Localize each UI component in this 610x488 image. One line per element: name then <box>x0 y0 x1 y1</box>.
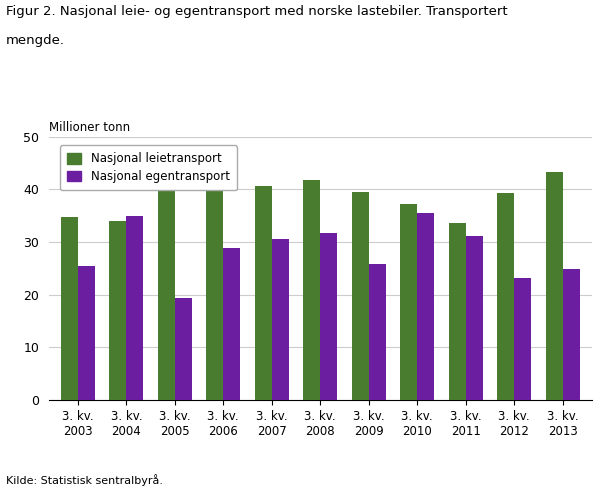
Bar <box>546 172 562 400</box>
Bar <box>497 192 514 400</box>
Bar <box>320 233 337 400</box>
Bar <box>272 240 289 400</box>
Bar <box>562 269 580 400</box>
Bar <box>255 185 272 400</box>
Bar <box>368 264 386 400</box>
Bar <box>158 177 175 400</box>
Bar <box>223 248 240 400</box>
Bar <box>400 204 417 400</box>
Text: Figur 2. Nasjonal leie- og egentransport med norske lastebiler. Transportert: Figur 2. Nasjonal leie- og egentransport… <box>6 5 508 18</box>
Bar <box>465 236 483 400</box>
Bar <box>109 222 126 400</box>
Bar <box>514 279 531 400</box>
Bar <box>303 181 320 400</box>
Legend: Nasjonal leietransport, Nasjonal egentransport: Nasjonal leietransport, Nasjonal egentra… <box>60 145 237 190</box>
Bar <box>61 217 78 400</box>
Bar <box>449 223 465 400</box>
Bar <box>175 299 192 400</box>
Bar <box>352 192 368 400</box>
Text: mengde.: mengde. <box>6 34 65 47</box>
Text: Kilde: Statistisk sentralbyrå.: Kilde: Statistisk sentralbyrå. <box>6 474 163 486</box>
Bar <box>206 189 223 400</box>
Bar <box>78 266 95 400</box>
Bar <box>417 213 434 400</box>
Text: Millioner tonn: Millioner tonn <box>49 121 130 134</box>
Bar <box>126 216 143 400</box>
